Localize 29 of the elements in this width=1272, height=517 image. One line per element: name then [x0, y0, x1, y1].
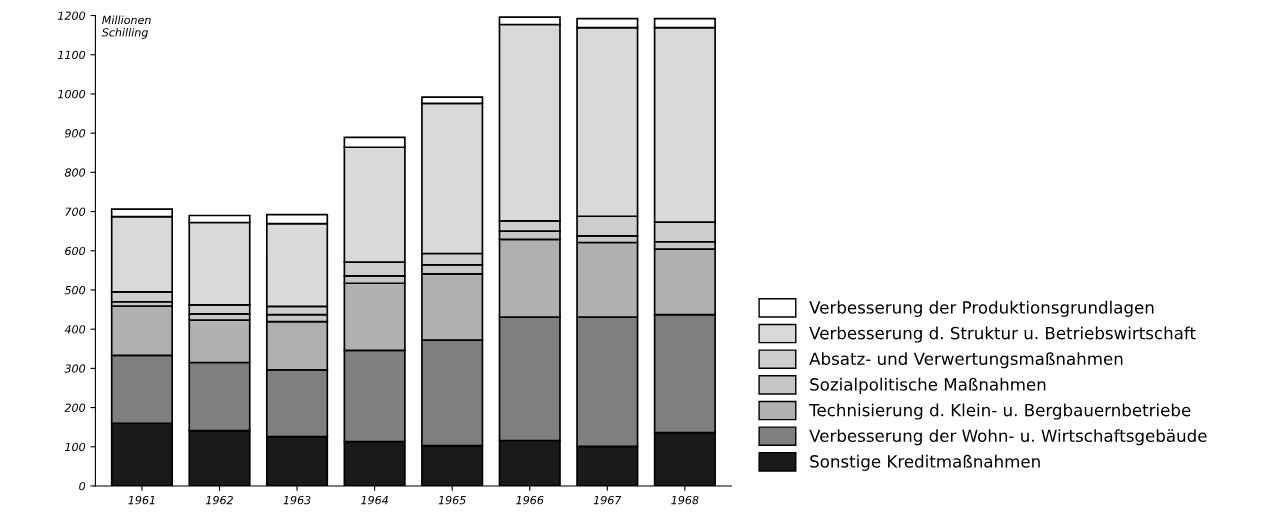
- x-tick-label: 1962: [205, 495, 233, 505]
- y-tick-label: 500: [64, 285, 86, 295]
- y-tick-label: 100: [65, 442, 86, 452]
- x-tick-label: 1967: [593, 495, 622, 505]
- y-tick-label: 300: [64, 364, 86, 373]
- legend-label: Verbesserung der Produktionsgrundlagen: [809, 300, 1154, 317]
- legend-label: Sonstige Kreditmaßnahmen: [810, 454, 1040, 471]
- y-tick-label: 700: [65, 207, 86, 216]
- x-tick-label: 1961: [128, 495, 155, 505]
- legend-label: Technisierung d. Klein- u. Bergbauernbetriebe: [809, 403, 1191, 420]
- x-tick-label: 1966: [516, 495, 544, 505]
- legend-label: Verbesserung d. Struktur u. Betriebswirtschaft: [809, 326, 1196, 343]
- y-tick-label: 600: [65, 246, 86, 256]
- y-tick-label: 200: [64, 403, 86, 412]
- legend-label: Absatz- und Verwertungsmaßnahmen: [809, 352, 1123, 369]
- y-tick-label: 800: [64, 168, 86, 177]
- y-tick-label: 1000: [57, 89, 86, 99]
- x-tick-label: 1964: [361, 495, 388, 505]
- y-tick-label: 900: [64, 129, 86, 138]
- legend-label: Sozialpolitische Maßnahmen: [810, 377, 1046, 394]
- x-tick-label: 1963: [283, 495, 311, 505]
- y-tick-label: 400: [64, 325, 86, 334]
- y-tick-label: 0: [79, 481, 86, 491]
- y-tick-label: 1200: [57, 11, 86, 20]
- legend-label: Verbesserung der Wohn- u. Wirtschaftsgebäude: [809, 429, 1207, 446]
- x-tick-label: 1968: [671, 495, 699, 505]
- y-tick-label: 1100: [57, 50, 86, 60]
- x-tick-label: 1965: [438, 495, 466, 505]
- y-axis-title: Millionen Schilling: [101, 15, 151, 39]
